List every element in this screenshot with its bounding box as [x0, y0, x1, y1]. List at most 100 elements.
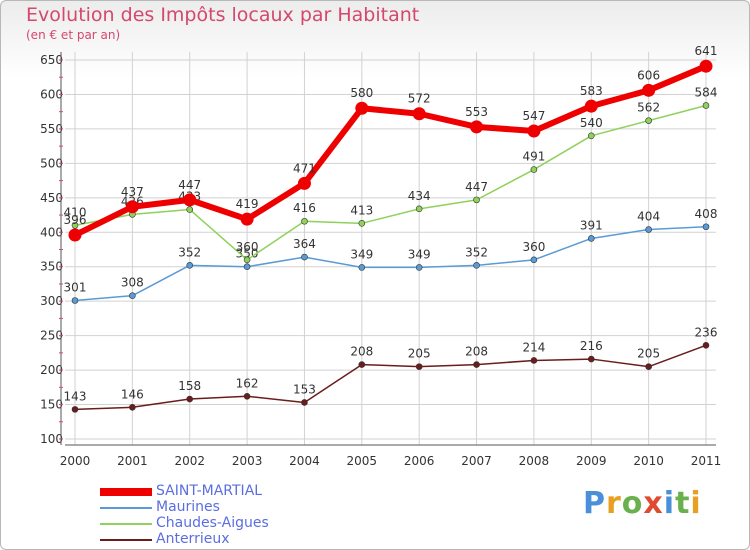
- data-point: [412, 107, 426, 121]
- data-label: 158: [178, 379, 201, 393]
- data-label: 360: [236, 240, 259, 254]
- legend-label: Anterrieux: [156, 531, 230, 547]
- data-label: 553: [465, 105, 488, 119]
- x-tick-label: 2004: [289, 454, 320, 468]
- y-tick-label: 400: [40, 225, 63, 239]
- data-label: 308: [121, 276, 144, 290]
- data-label: 540: [580, 116, 603, 130]
- x-tick-label: 2007: [461, 454, 492, 468]
- data-point: [642, 83, 656, 97]
- data-point: [702, 341, 710, 349]
- data-label: 434: [408, 189, 431, 203]
- data-point: [415, 363, 423, 370]
- logo-letter: o: [621, 486, 644, 521]
- y-tick-label: 100: [40, 432, 63, 446]
- data-label: 205: [637, 347, 660, 361]
- x-tick-label: 2009: [576, 454, 607, 468]
- data-label: 352: [465, 245, 488, 259]
- chart-title: Evolution des Impôts locaux par Habitant: [26, 4, 420, 26]
- data-point: [358, 361, 366, 368]
- data-label: 572: [408, 92, 431, 106]
- data-point: [301, 253, 308, 261]
- data-label: 391: [580, 218, 603, 232]
- data-label: 208: [350, 345, 373, 359]
- data-point: [530, 357, 538, 364]
- data-point: [129, 292, 136, 299]
- series-line-saint-martial: [73, 63, 708, 238]
- data-point: [129, 404, 136, 411]
- data-label: 584: [695, 85, 718, 99]
- y-tick-label: 300: [40, 294, 63, 308]
- x-tick-label: 2008: [519, 454, 550, 468]
- logo-letter: r: [606, 486, 622, 521]
- legend-item: Anterrieux: [100, 531, 360, 548]
- data-point: [702, 102, 710, 109]
- data-point: [186, 206, 194, 213]
- y-tick-label: 550: [40, 122, 63, 136]
- data-label: 208: [465, 345, 488, 359]
- data-label: 606: [637, 68, 660, 82]
- data-point: [587, 132, 595, 140]
- x-tick-label: 2010: [633, 454, 664, 468]
- data-point: [645, 363, 652, 370]
- data-label: 143: [64, 389, 87, 403]
- data-point: [587, 235, 595, 242]
- data-label: 410: [64, 205, 87, 219]
- data-label: 205: [408, 347, 431, 361]
- x-tick-label: 2001: [117, 454, 148, 468]
- chart-subtitle: (en € et par an): [26, 28, 121, 42]
- x-tick-label: 2011: [691, 454, 722, 468]
- logo-letter: x: [643, 486, 664, 521]
- legend-swatch: [100, 539, 152, 541]
- data-label: 491: [522, 150, 545, 164]
- data-label: 416: [293, 201, 316, 215]
- data-point: [358, 220, 366, 227]
- legend-item: SAINT-MARTIAL: [100, 483, 360, 500]
- data-label: 413: [350, 203, 373, 217]
- data-label: 350: [236, 247, 259, 261]
- logo-letter: P: [583, 486, 606, 521]
- legend-swatch: [100, 523, 152, 525]
- legend-item: Chaudes-Aigues: [100, 515, 360, 532]
- data-label: 236: [695, 325, 718, 339]
- data-label: 580: [350, 86, 373, 100]
- data-label: 364: [293, 237, 316, 251]
- data-point: [183, 193, 197, 207]
- y-tick-label: 650: [40, 53, 63, 67]
- data-label: 583: [580, 84, 603, 98]
- y-tick-label: 200: [40, 363, 63, 377]
- data-label: 301: [64, 280, 87, 294]
- data-label: 437: [121, 185, 144, 199]
- data-point: [702, 223, 710, 231]
- x-tick-label: 2006: [404, 454, 435, 468]
- data-label: 146: [121, 387, 144, 401]
- data-point: [186, 262, 194, 269]
- x-tick-label: 2003: [232, 454, 263, 468]
- data-point: [355, 101, 369, 115]
- data-label: 352: [178, 245, 201, 259]
- data-point: [415, 205, 423, 213]
- data-point: [415, 264, 423, 271]
- data-label: 216: [580, 339, 603, 353]
- data-label: 153: [293, 382, 316, 396]
- data-point: [530, 256, 538, 264]
- data-label: 396: [64, 213, 87, 227]
- legend-swatch: [100, 507, 152, 509]
- series-line-maurines: [74, 226, 707, 302]
- legend-label: Chaudes-Aigues: [156, 515, 269, 531]
- y-tick-label: 450: [40, 191, 63, 205]
- data-label: 162: [236, 376, 259, 390]
- data-label: 419: [236, 197, 259, 211]
- data-point: [358, 264, 366, 271]
- series-line-anterrieux: [74, 344, 707, 411]
- data-label: 471: [293, 161, 316, 175]
- y-tick-label: 250: [40, 329, 63, 343]
- data-point: [297, 176, 311, 190]
- data-point: [473, 196, 480, 204]
- logo-letter: i: [690, 486, 702, 521]
- logo-letter: i: [663, 486, 676, 521]
- data-label: 641: [695, 44, 718, 58]
- data-point: [530, 166, 538, 173]
- legend-swatch: [100, 488, 152, 496]
- data-point: [243, 263, 251, 271]
